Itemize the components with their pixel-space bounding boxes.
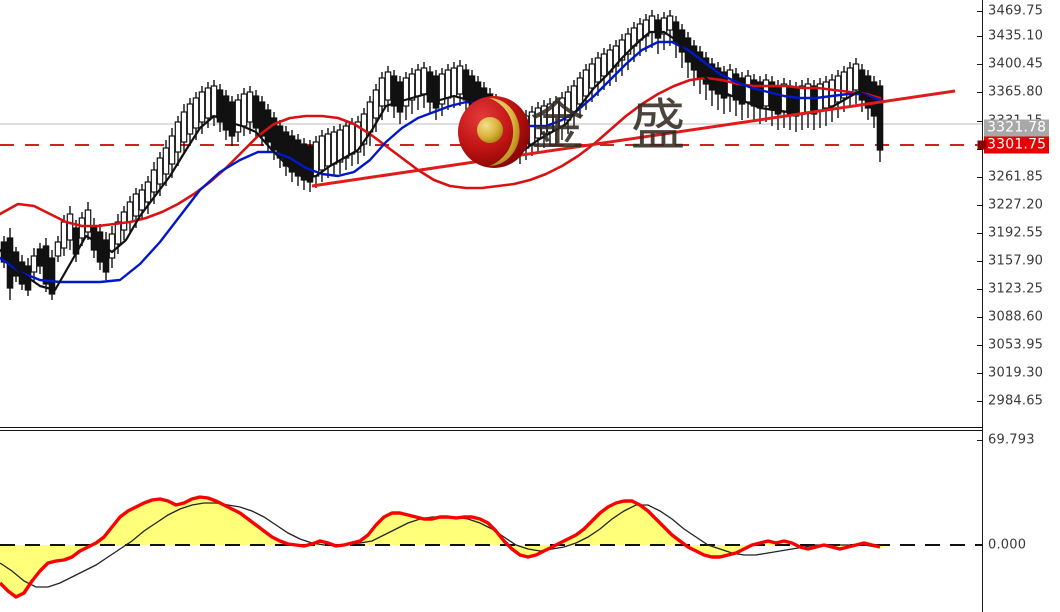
macd-main (0, 495, 881, 599)
candlestick-series (0, 10, 884, 300)
price-axis-tick (977, 205, 983, 206)
price-axis-tick (977, 36, 983, 37)
indicator-plot-svg (0, 495, 982, 599)
indicator-axis-label: 69.793 (988, 432, 1035, 448)
price-axis-label: 3400.45 (988, 56, 1044, 72)
price-axis-tick (977, 121, 983, 122)
price-axis-tick (977, 11, 983, 12)
price-axis-label: 3227.20 (988, 197, 1044, 213)
price-axis-label: 3192.55 (988, 225, 1044, 241)
price-axis-label: 3019.30 (988, 365, 1044, 381)
axis-vertical-line (982, 0, 983, 612)
panel-divider-bottom (0, 430, 982, 431)
price-plot-svg (0, 10, 982, 300)
price-axis-tick (977, 261, 983, 262)
price-axis-tick (977, 317, 983, 318)
price-chart-panel[interactable] (0, 0, 982, 427)
price-axis-tick (977, 92, 983, 93)
price-axis-label: 3123.25 (988, 281, 1044, 297)
current-price-tag[interactable]: 3301.75 (984, 136, 1050, 154)
price-axis-tick (977, 177, 983, 178)
price-axis-tick (977, 64, 983, 65)
indicator-axis-tick (977, 545, 983, 546)
ma-slow (0, 76, 882, 228)
price-axis-label: 3469.75 (988, 3, 1044, 19)
price-axis-label: 3157.90 (988, 253, 1044, 269)
price-axis-label: 3053.95 (988, 337, 1044, 353)
indicator-axis-label: 0.000 (988, 537, 1027, 553)
ma-fast (0, 30, 882, 292)
ascending-trendline[interactable] (311, 89, 956, 188)
previous-close-tag[interactable]: 3321.78 (984, 119, 1050, 137)
price-axis-tick (977, 345, 983, 346)
price-axis-tick (977, 373, 983, 374)
price-axis-tick (977, 149, 983, 150)
price-axis-label: 3261.85 (988, 169, 1044, 185)
price-axis-label: 2984.65 (988, 393, 1044, 409)
price-axis[interactable]: 3469.753435.103400.453365.803331.153296.… (977, 0, 1060, 612)
indicator-panel[interactable] (0, 431, 982, 612)
price-axis-label: 3088.60 (988, 309, 1044, 325)
price-axis-tick (977, 401, 983, 402)
panel-divider-top (0, 427, 982, 428)
indicator-axis-tick (977, 440, 983, 441)
price-axis-label: 3435.10 (988, 28, 1044, 44)
current-price-marker (977, 140, 987, 150)
price-axis-tick (977, 233, 983, 234)
price-axis-label: 3365.80 (988, 84, 1044, 100)
price-axis-tick (977, 289, 983, 290)
